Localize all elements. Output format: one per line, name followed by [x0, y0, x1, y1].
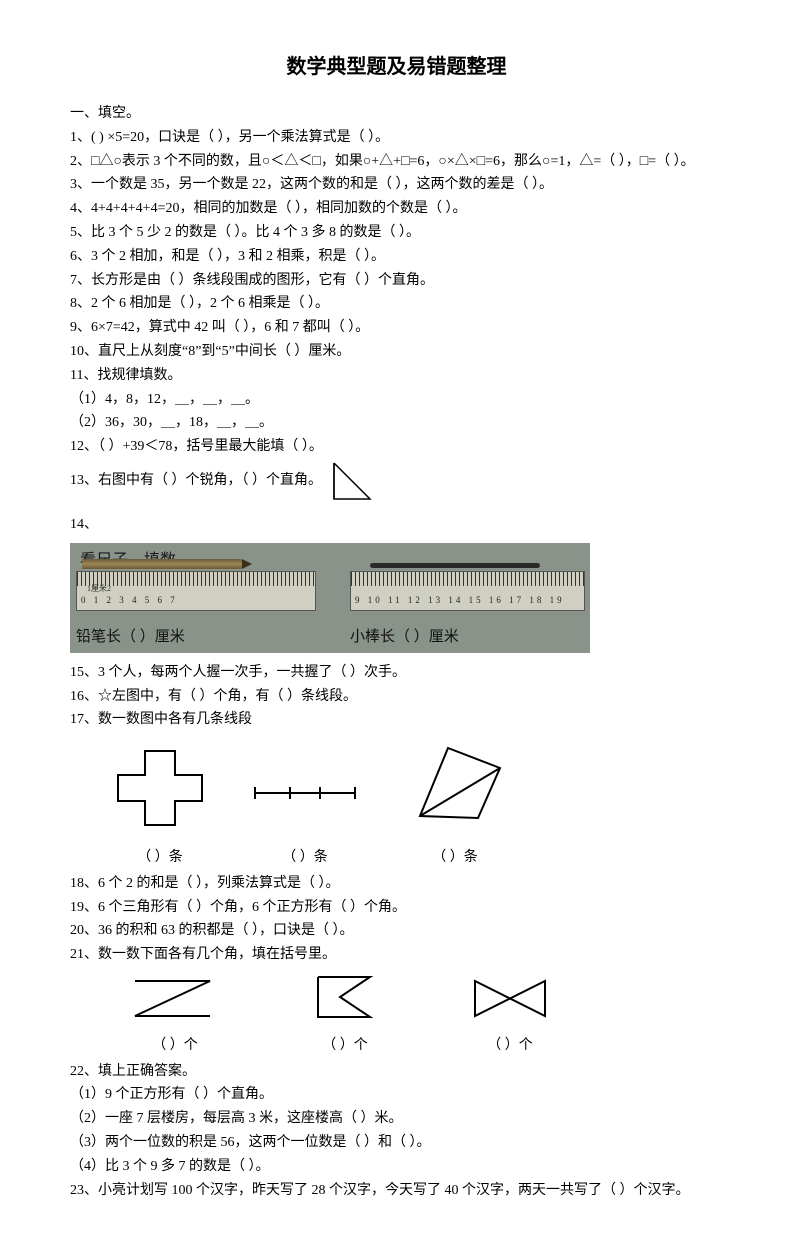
question-22a: （1）9 个正方形有（ ）个直角。: [70, 1083, 723, 1107]
page-content: 数学典型题及易错题整理 一、填空。 1、( ) ×5=20，口诀是（ ），另一个…: [0, 0, 793, 1242]
shapes-row: （ ）条 （ ）条 （ ）条: [110, 738, 723, 870]
question-8: 8、2 个 6 相加是（ ），2 个 6 相乘是（ ）。: [70, 292, 723, 316]
question-11: 11、找规律填数。: [70, 364, 723, 388]
ruler-left: 1厘米2 0 1 2 3 4 5 6 7 铅笔长（ ）厘米: [76, 571, 316, 649]
triangle-icon: [330, 459, 376, 503]
question-21: 21、数一数下面各有几个角，填在括号里。: [70, 943, 723, 967]
question-17: 17、数一数图中各有几条线段: [70, 708, 723, 732]
question-18: 18、6 个 2 的和是（ ），列乘法算式是（ ）。: [70, 872, 723, 896]
question-9: 9、6×7=42，算式中 42 叫（ ），6 和 7 都叫（ ）。: [70, 316, 723, 340]
question-11a: （1）4，8，12，＿，＿，＿。: [70, 388, 723, 412]
question-6: 6、3 个 2 相加，和是（ ），3 和 2 相乘，积是（ ）。: [70, 245, 723, 269]
angle-caption-3: （ ）个: [470, 1034, 550, 1058]
question-13: 13、右图中有（ ）个锐角，（ ）个直角。: [70, 459, 723, 503]
ruler-right-label: 小棒长（ ）厘米: [350, 625, 585, 651]
question-13-text: 13、右图中有（ ）个锐角，（ ）个直角。: [70, 473, 322, 488]
pencil-icon: [82, 559, 242, 569]
angle-caption-2: （ ）个: [310, 1034, 380, 1058]
z-shape-icon: [130, 976, 220, 1021]
question-16: 16、☆左图中，有（ ）个角，有（ ）条线段。: [70, 685, 723, 709]
question-19: 19、6 个三角形有（ ）个角，6 个正方形有（ ）个角。: [70, 896, 723, 920]
question-23: 23、小亮计划写 100 个汉字，昨天写了 28 个汉字，今天写了 40 个汉字…: [70, 1179, 723, 1203]
question-11b: （2）36，30，＿，18，＿，＿。: [70, 411, 723, 435]
question-7: 7、长方形是由（ ）条线段围成的图形，它有（ ）个直角。: [70, 269, 723, 293]
ruler-left-label: 铅笔长（ ）厘米: [76, 625, 316, 651]
page-title: 数学典型题及易错题整理: [70, 50, 723, 84]
angle-shape-flag: （ ）个: [310, 973, 380, 1058]
angles-row: （ ）个 （ ）个 （ ）个: [130, 973, 723, 1058]
question-3: 3、一个数是 35，另一个数是 22，这两个数的和是（ ），这两个数的差是（ ）…: [70, 173, 723, 197]
kite-shape-icon: [400, 738, 510, 833]
ruler-left-nums: 0 1 2 3 4 5 6 7: [81, 593, 311, 608]
shape-plus: （ ）条: [110, 743, 210, 870]
question-15: 15、3 个人，每两个人握一次手，一共握了（ ）次手。: [70, 661, 723, 685]
stick-icon: [370, 563, 540, 568]
ruler-photo: 看尺子，填数。 1厘米2 0 1 2 3 4 5 6 7 铅笔长（ ）厘米 9 …: [70, 543, 590, 653]
shape-segment: （ ）条: [250, 743, 360, 870]
angle-shape-bowtie: （ ）个: [470, 976, 550, 1058]
shape-caption-3: （ ）条: [400, 846, 510, 870]
question-22d: （4）比 3 个 9 多 7 的数是（ ）。: [70, 1155, 723, 1179]
ruler-ticks-right: [351, 572, 584, 586]
angle-shape-z: （ ）个: [130, 976, 220, 1058]
question-14: 14、: [70, 513, 723, 537]
question-20: 20、36 的积和 63 的积都是（ ），口诀是（ ）。: [70, 919, 723, 943]
segment-line-icon: [250, 743, 360, 833]
bowtie-shape-icon: [470, 976, 550, 1021]
shape-caption-1: （ ）条: [110, 846, 210, 870]
question-4: 4、4+4+4+4+4=20，相同的加数是（ ），相同加数的个数是（ ）。: [70, 197, 723, 221]
question-22c: （3）两个一位数的积是 56，这两个一位数是（ ）和（ ）。: [70, 1131, 723, 1155]
question-5: 5、比 3 个 5 少 2 的数是（ ）。比 4 个 3 多 8 的数是（ ）。: [70, 221, 723, 245]
question-10: 10、直尺上从刻度“8”到“5”中间长（ ）厘米。: [70, 340, 723, 364]
ruler-right: 9 10 11 12 13 14 15 16 17 18 19 小棒长（ ）厘米: [350, 571, 585, 649]
ruler-ticks-left: [77, 572, 315, 586]
plus-shape-icon: [110, 743, 210, 833]
ruler-right-body: 9 10 11 12 13 14 15 16 17 18 19: [350, 571, 585, 611]
ruler-left-body: 1厘米2 0 1 2 3 4 5 6 7: [76, 571, 316, 611]
question-22: 22、填上正确答案。: [70, 1060, 723, 1084]
question-12: 12、（ ）+39＜78，括号里最大能填（ ）。: [70, 435, 723, 459]
angle-caption-1: （ ）个: [130, 1034, 220, 1058]
ruler-right-nums: 9 10 11 12 13 14 15 16 17 18 19: [355, 593, 580, 608]
question-1: 1、( ) ×5=20，口诀是（ ），另一个乘法算式是（ ）。: [70, 126, 723, 150]
shape-kite: （ ）条: [400, 738, 510, 870]
section-heading: 一、填空。: [70, 102, 723, 126]
flag-shape-icon: [310, 973, 380, 1021]
question-22b: （2）一座 7 层楼房，每层高 3 米，这座楼高（ ）米。: [70, 1107, 723, 1131]
shape-caption-2: （ ）条: [250, 846, 360, 870]
question-2: 2、□△○表示 3 个不同的数，且○＜△＜□，如果○+△+□=6，○×△×□=6…: [70, 150, 723, 174]
